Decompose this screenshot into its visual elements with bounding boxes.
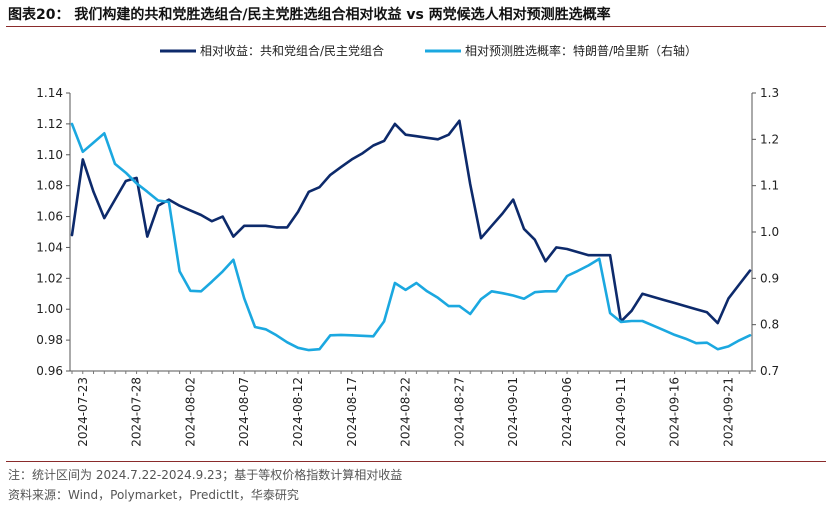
chart: 相对收益：共和党组合/民主党组合 相对预测胜选概率：特朗普/哈里斯（右轴） 0.…: [36, 43, 779, 447]
figure-title: 图表20： 我们构建的共和党胜选组合/民主党胜选组合相对收益 vs 两党候选人相…: [8, 7, 611, 23]
x-tick-label: 2024-09-01: [506, 377, 520, 447]
legend-label-series2: 相对预测胜选概率：特朗普/哈里斯（右轴）: [465, 43, 697, 58]
series-line-1: [70, 119, 752, 325]
y-right-tick-label: 1.1: [760, 179, 779, 193]
y-right-tick-label: 0.9: [760, 271, 779, 285]
y-left-tick-label: 0.96: [36, 364, 63, 378]
x-tick-label: 2024-08-27: [452, 377, 466, 447]
y-right-tick-label: 1.2: [760, 132, 779, 146]
y-left-tick-label: 1.06: [36, 210, 63, 224]
y-right-tick-label: 1.3: [760, 86, 779, 100]
axes: 0.96 0.98 1.00 1.02 1.04 1.06 1.08 1.10 1.12 1.14…: [36, 86, 779, 447]
legend-label-series1: 相对收益：共和党组合/民主党组合: [200, 43, 384, 58]
y-left-tick-label: 1.00: [36, 302, 63, 316]
y-right-tick-label: 0.8: [760, 318, 779, 332]
x-tick-label: 2024-09-21: [721, 377, 735, 447]
x-tick-label: 2024-08-02: [183, 377, 197, 447]
footnote: 注：统计区间为 2024.7.22-2024.9.23；基于等权价格指数计算相对…: [8, 468, 403, 482]
y-left-tick-label: 1.04: [36, 240, 63, 254]
x-tick-label: 2024-08-22: [399, 377, 413, 447]
x-tick-label: 2024-09-06: [560, 377, 574, 447]
series-lines: [70, 119, 752, 352]
x-tick-label: 2024-09-16: [668, 377, 682, 447]
y-left-tick-label: 1.08: [36, 179, 63, 193]
x-tick-label: 2024-07-23: [76, 377, 90, 447]
y-left-tick-label: 1.10: [36, 148, 63, 162]
y-left-tick-label: 1.02: [36, 271, 63, 285]
y-right-tick-label: 0.7: [760, 364, 779, 378]
series-line-2: [70, 122, 752, 352]
x-tick-label: 2024-08-07: [237, 377, 251, 447]
x-tick-label: 2024-07-28: [130, 377, 144, 447]
top-rule: [6, 26, 826, 27]
y-left-tick-label: 1.12: [36, 117, 63, 131]
legend: 相对收益：共和党组合/民主党组合 相对预测胜选概率：特朗普/哈里斯（右轴）: [160, 43, 697, 58]
source-note: 资料来源：Wind，Polymarket，PredictIt，华泰研究: [8, 488, 299, 502]
y-left-tick-label: 1.14: [36, 86, 63, 100]
x-tick-label: 2024-08-17: [345, 377, 359, 447]
x-tick-label: 2024-08-12: [291, 377, 305, 447]
y-right-tick-label: 1.0: [760, 225, 779, 239]
y-left-tick-label: 0.98: [36, 333, 63, 347]
bottom-rule: [6, 461, 826, 462]
x-tick-label: 2024-09-11: [614, 377, 628, 447]
